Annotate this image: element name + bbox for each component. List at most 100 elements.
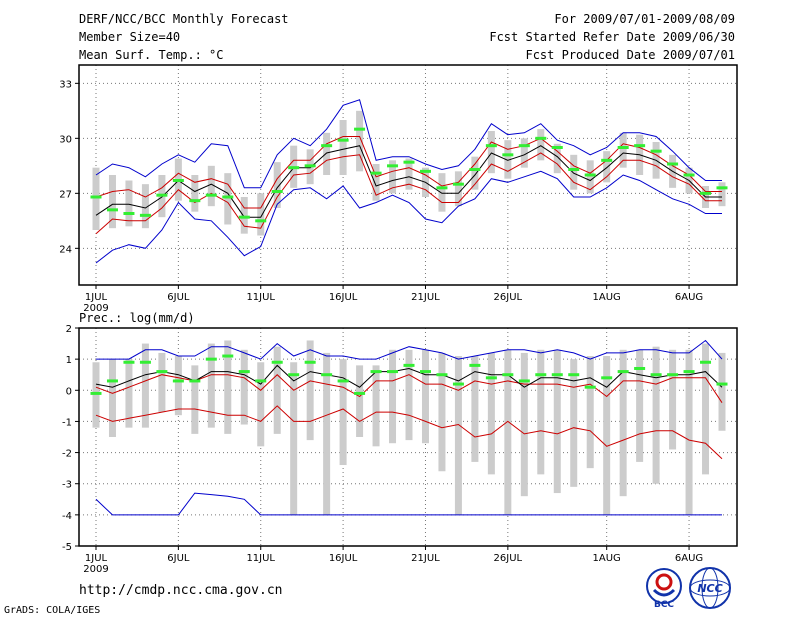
temp-median-mark bbox=[255, 219, 267, 223]
temp-series-line bbox=[95, 99, 722, 189]
prec-spread-box bbox=[487, 352, 495, 475]
prec-median-mark bbox=[700, 360, 712, 364]
temp-median-mark bbox=[716, 186, 728, 190]
prec-ytick-label: -2 bbox=[62, 449, 72, 460]
temp-median-mark bbox=[172, 179, 184, 182]
prec-spread-box bbox=[356, 365, 364, 437]
prec-spread-box bbox=[191, 365, 199, 434]
temp-year-label: 2009 bbox=[83, 303, 108, 314]
prec-median-mark bbox=[139, 360, 151, 364]
temp-median-mark bbox=[650, 149, 662, 153]
temp-median-mark bbox=[617, 146, 629, 149]
temp-median-mark bbox=[535, 136, 547, 140]
temp-series-line bbox=[95, 145, 722, 218]
temp-spread-box bbox=[257, 193, 265, 236]
temp-spread-box bbox=[323, 132, 331, 175]
temp-xtick-label: 1AUG bbox=[593, 292, 621, 303]
temp-spread-box bbox=[487, 131, 495, 174]
prec-median-mark bbox=[189, 379, 201, 383]
prec-spread-box bbox=[174, 356, 182, 416]
prec-median-mark bbox=[601, 376, 613, 380]
prec-median-mark bbox=[485, 376, 497, 380]
temp-xtick-label: 21JUL bbox=[411, 292, 440, 303]
temp-spread-box bbox=[191, 175, 199, 212]
prec-spread-box bbox=[504, 349, 512, 515]
temp-spread-box bbox=[471, 156, 479, 190]
temp-spread-box bbox=[372, 164, 380, 201]
prec-median-mark bbox=[403, 363, 415, 367]
bcc-logo-icon: BCC bbox=[646, 568, 682, 610]
prec-median-mark bbox=[716, 382, 728, 386]
prec-xtick-label: 6AUG bbox=[675, 553, 703, 564]
prec-median-mark bbox=[502, 373, 514, 377]
temp-median-mark bbox=[601, 158, 613, 162]
temp-spread-box bbox=[141, 184, 149, 229]
temp-median-mark bbox=[452, 182, 464, 186]
prec-spread-box bbox=[603, 356, 611, 515]
temp-median-mark bbox=[189, 199, 201, 203]
prec-xtick-label: 1JUL bbox=[85, 553, 108, 564]
temp-spread-box bbox=[339, 120, 347, 175]
variable-label: Mean Surf. Temp.: °C bbox=[79, 48, 224, 62]
temp-spread-box bbox=[718, 182, 726, 207]
prec-median-mark bbox=[535, 373, 547, 377]
temp-xtick-label: 6AUG bbox=[675, 292, 703, 303]
prec-spread-box bbox=[141, 343, 149, 428]
grads-credit: GrADS: COLA/IGES bbox=[4, 605, 101, 616]
temp-median-mark bbox=[271, 190, 283, 193]
prec-spread-box bbox=[570, 359, 578, 487]
prec-spread-box bbox=[125, 359, 133, 428]
prec-spread-box bbox=[92, 362, 100, 428]
temp-median-mark bbox=[403, 160, 415, 164]
ncc-logo-icon: NCC bbox=[689, 567, 731, 609]
refer-date: Fcst Started Refer Date 2009/06/30 bbox=[489, 30, 735, 44]
prec-ytick-label: 2 bbox=[66, 324, 72, 335]
prec-median-mark bbox=[452, 382, 464, 386]
prec-median-mark bbox=[123, 360, 135, 364]
temp-median-mark bbox=[123, 212, 135, 215]
temp-xtick-label: 16JUL bbox=[329, 292, 358, 303]
prec-median-mark bbox=[370, 370, 382, 374]
prec-median-mark bbox=[568, 373, 580, 377]
prec-spread-box bbox=[158, 352, 166, 413]
temp-median-mark bbox=[156, 193, 168, 197]
prec-median-mark bbox=[271, 360, 283, 364]
temp-median-mark bbox=[700, 191, 712, 195]
temp-median-mark bbox=[304, 164, 316, 168]
prec-series-line bbox=[96, 339, 723, 360]
prec-xtick-label: 16JUL bbox=[329, 553, 358, 564]
temp-median-mark bbox=[568, 168, 580, 171]
prec-spread-box bbox=[290, 362, 298, 515]
temp-median-mark bbox=[238, 215, 250, 219]
temp-ytick-label: 27 bbox=[59, 189, 72, 200]
temp-series-line bbox=[95, 136, 722, 209]
prec-median-mark bbox=[337, 379, 349, 383]
prec-median-mark bbox=[304, 360, 316, 364]
prec-spread-box bbox=[273, 346, 281, 434]
forecast-period: For 2009/07/01-2009/08/09 bbox=[554, 12, 735, 26]
temp-median-mark bbox=[485, 144, 497, 148]
prec-ytick-label: -1 bbox=[62, 417, 72, 428]
temp-median-mark bbox=[436, 186, 448, 190]
temp-median-mark bbox=[584, 173, 596, 177]
svg-text:NCC: NCC bbox=[697, 582, 722, 595]
temp-median-mark bbox=[90, 195, 102, 199]
prec-median-mark bbox=[518, 379, 530, 383]
prec-median-mark bbox=[683, 370, 695, 374]
temp-median-mark bbox=[106, 208, 118, 212]
prec-median-mark bbox=[617, 370, 629, 374]
prec-spread-box bbox=[636, 349, 644, 462]
prec-median-mark bbox=[288, 373, 300, 377]
prec-spread-box bbox=[339, 359, 347, 466]
prec-spread-box bbox=[454, 356, 462, 515]
prec-spread-box bbox=[471, 356, 479, 462]
prec-xtick-label: 11JUL bbox=[246, 553, 275, 564]
temp-ytick-label: 33 bbox=[59, 79, 72, 90]
temp-median-mark bbox=[419, 169, 431, 173]
svg-text:BCC: BCC bbox=[654, 600, 674, 610]
temp-panel: 24 27 30 33 1JUL 6JUL 11JUL 16JUL 21JUL 26JUL 1AUG… bbox=[59, 64, 738, 314]
source-url[interactable]: http://cmdp.ncc.cma.gov.cn bbox=[79, 583, 283, 598]
temp-series-line bbox=[95, 170, 722, 264]
